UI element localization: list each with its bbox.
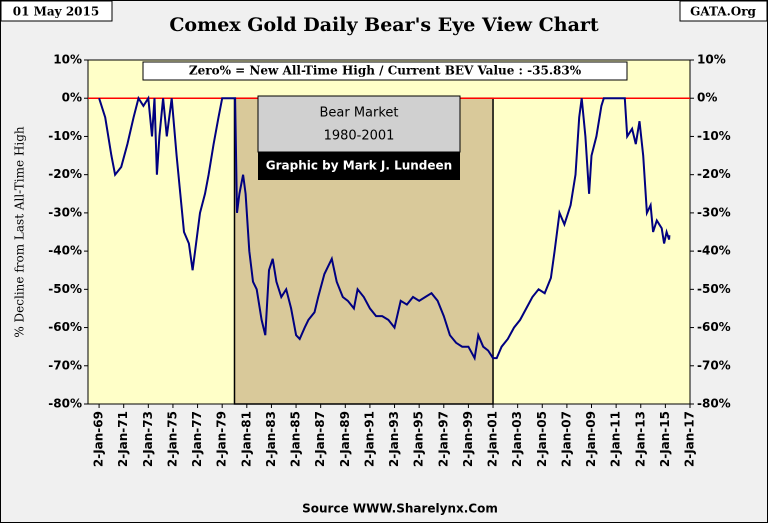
source: Source WWW.Sharelynx.Com xyxy=(302,502,498,516)
y-tick-label: -10% xyxy=(48,129,82,143)
x-tick-label: 2-Jan-93 xyxy=(387,411,401,467)
y-tick-label: -30% xyxy=(48,205,82,219)
chart-title: Comex Gold Daily Bear's Eye View Chart xyxy=(169,14,599,36)
date-box xyxy=(0,0,113,22)
x-tick-label: 2-Jan-85 xyxy=(289,411,303,467)
x-tick-label: 2-Jan-17 xyxy=(683,411,697,467)
y2-tick-label: -40% xyxy=(697,244,731,258)
annotation: 1980-2001 xyxy=(324,129,395,144)
annotation: Graphic by Mark J. Lundeen xyxy=(266,159,452,173)
x-tick-label: 2-Jan-95 xyxy=(412,411,426,467)
y2-tick-label: -10% xyxy=(697,129,731,143)
x-tick-label: 2-Jan-07 xyxy=(559,411,573,467)
y2-tick-label: -20% xyxy=(697,167,731,181)
date-label: 01 May 2015 xyxy=(13,5,99,19)
y-axis-label: % Decline from Last All-Time High xyxy=(13,126,27,338)
y-tick-label: -50% xyxy=(48,282,82,296)
y2-tick-label: -70% xyxy=(697,358,731,372)
y-tick-label: -80% xyxy=(48,397,82,411)
y2-tick-label: -60% xyxy=(697,320,731,334)
x-tick-label: 2-Jan-73 xyxy=(141,411,155,467)
brand: GATA.Org xyxy=(690,5,756,19)
y-tick-label: -40% xyxy=(48,244,82,258)
x-tick-label: 2-Jan-09 xyxy=(584,411,598,467)
x-tick-label: 2-Jan-01 xyxy=(486,411,500,467)
x-tick-label: 2-Jan-05 xyxy=(535,411,549,467)
annotation-box xyxy=(142,61,628,81)
x-tick-label: 2-Jan-11 xyxy=(609,411,623,467)
y2-tick-label: -50% xyxy=(697,282,731,296)
x-tick-label: 2-Jan-77 xyxy=(190,411,204,467)
x-tick-label: 2-Jan-89 xyxy=(338,411,352,467)
x-tick-label: 2-Jan-83 xyxy=(264,411,278,467)
annotation: Zero% = New All-Time High / Current BEV … xyxy=(189,64,582,78)
x-tick-label: 2-Jan-13 xyxy=(633,411,647,467)
x-tick-label: 2-Jan-71 xyxy=(116,411,130,467)
gold-bev-line xyxy=(98,95,671,362)
y-tick-label: 0% xyxy=(62,91,82,105)
y-tick-label: -70% xyxy=(48,358,82,372)
x-tick-label: 2-Jan-81 xyxy=(239,411,253,467)
annotation: Bear Market xyxy=(319,106,398,121)
brand-box xyxy=(679,0,768,22)
x-tick-label: 2-Jan-91 xyxy=(362,411,376,467)
y2-tick-label: -80% xyxy=(697,397,731,411)
x-tick-label: 2-Jan-15 xyxy=(658,411,672,467)
x-tick-label: 2-Jan-03 xyxy=(510,411,524,467)
y-tick-label: 10% xyxy=(53,53,82,67)
x-tick-label: 2-Jan-75 xyxy=(165,411,179,467)
x-tick-label: 2-Jan-69 xyxy=(92,411,106,467)
credit-box xyxy=(258,152,460,180)
x-tick-label: 2-Jan-87 xyxy=(313,411,327,467)
x-tick-label: 2-Jan-79 xyxy=(215,411,229,467)
bear-box xyxy=(257,95,461,153)
x-tick-label: 2-Jan-99 xyxy=(461,411,475,467)
y2-tick-label: -30% xyxy=(697,205,731,219)
x-tick-label: 2-Jan-97 xyxy=(436,411,450,467)
y-tick-label: -20% xyxy=(48,167,82,181)
y2-tick-label: 0% xyxy=(697,91,717,105)
y2-tick-label: 10% xyxy=(697,53,726,67)
y-tick-label: -60% xyxy=(48,320,82,334)
